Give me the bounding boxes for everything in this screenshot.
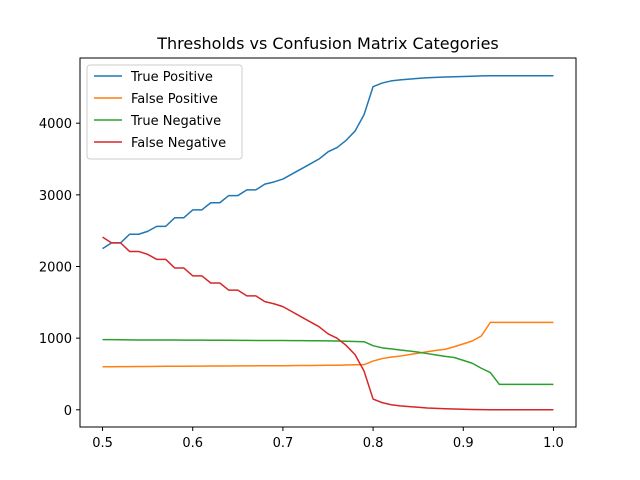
x-tick-label: 0.6 [182,436,203,451]
series-line-true-negative [102,338,554,386]
y-tick-label: 0 [64,404,72,419]
series-line-false-negative [102,236,554,411]
y-tick-label: 3000 [39,189,72,204]
x-axis: 0.5 0.6 0.7 0.8 0.9 1.0 [92,427,564,451]
y-tick-label: 1000 [39,332,72,347]
y-axis: 0 1000 2000 3000 4000 [39,117,80,419]
series-lines [102,74,554,411]
legend-label-true-negative: True Negative [130,114,221,129]
x-tick-label: 0.7 [273,436,294,451]
legend: True Positive False Positive True Negative… [86,64,243,160]
legend-label-false-positive: False Positive [131,92,218,107]
plot-area-frame [79,57,577,428]
legend-label-true-positive: True Positive [130,70,213,85]
chart-title: Thresholds vs Confusion Matrix Categorie… [156,34,499,53]
x-tick-label: 1.0 [543,436,564,451]
x-tick-label: 0.9 [453,436,474,451]
legend-box [86,64,243,160]
legend-label-false-negative: False Negative [131,136,226,151]
x-tick-label: 0.5 [92,436,113,451]
y-tick-label: 4000 [39,117,72,132]
y-tick-label: 2000 [39,261,72,276]
series-line-true-positive [102,74,554,250]
series-line-false-positive [102,321,554,368]
x-tick-label: 0.8 [363,436,384,451]
